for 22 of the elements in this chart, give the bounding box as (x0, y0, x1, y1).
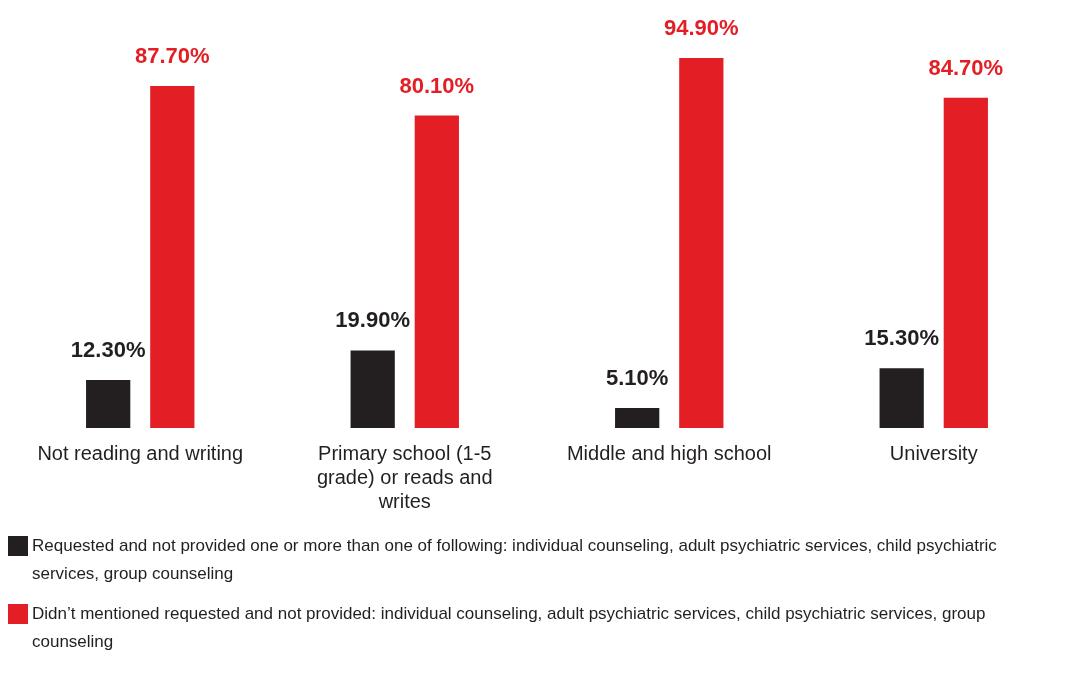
data-label: 80.10% (399, 72, 475, 98)
x-tick-label: University (889, 441, 978, 464)
data-label: 12.30% (70, 337, 146, 363)
data-label: 15.30% (864, 325, 939, 351)
bar (86, 380, 131, 428)
bar (679, 57, 724, 428)
bar (150, 85, 195, 428)
bar (879, 368, 924, 428)
bar (350, 350, 395, 428)
data-label: 94.90% (664, 14, 739, 40)
data-label: 87.70% (135, 43, 210, 69)
data-label: 84.70% (928, 54, 1004, 80)
data-label: 19.90% (335, 307, 410, 333)
data-label: 5.10% (605, 365, 669, 391)
legend-label: Didn’t mentioned requested and not provided: individual counseling, adult psychiatric services, child psychiatric services, group counseling (32, 603, 987, 653)
x-tick-label: Middle and high school (566, 441, 772, 464)
bar (414, 115, 459, 428)
x-tick-label: Primary school (1-5 grade) or reads and writes (316, 441, 493, 512)
bar (615, 408, 660, 428)
bar (943, 97, 988, 428)
x-tick-label: Not reading and writing (37, 441, 244, 464)
legend-label: Requested and not provided one or more than one of following: individual counseling, adult psychiatric services, child psychiatric services, group counseling (32, 535, 998, 585)
